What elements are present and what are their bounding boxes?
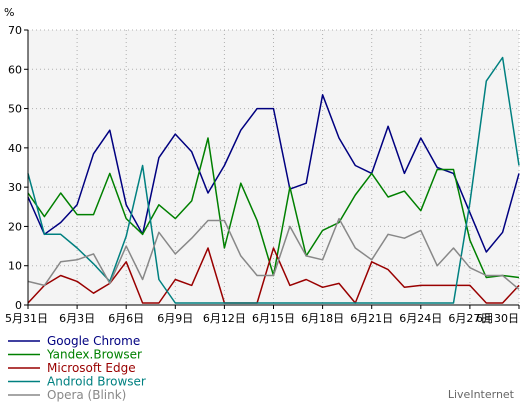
series-lines xyxy=(27,56,520,304)
x-tick-label: 6月27日 xyxy=(448,312,491,325)
y-axis-ticks: 0 10 20 30 40 50 60 70 xyxy=(8,24,28,312)
y-tick-label: 30 xyxy=(8,181,22,194)
legend-label-5: Opera (Blink) xyxy=(47,388,126,402)
y-axis-label: % xyxy=(4,6,14,19)
y-tick-label: 60 xyxy=(8,63,22,76)
series-line-5 xyxy=(27,217,520,290)
y-tick-label: 70 xyxy=(8,24,22,37)
x-tick-label: 6月9日 xyxy=(157,312,193,325)
series-line-1 xyxy=(27,94,520,253)
x-tick-label: 6月21日 xyxy=(350,312,393,325)
legend-label-3: Microsoft Edge xyxy=(47,361,136,375)
x-tick-label: 6月15日 xyxy=(252,312,295,325)
plot-area xyxy=(28,30,519,305)
plot-background xyxy=(28,30,519,305)
x-tick-label: 6月24日 xyxy=(399,312,442,325)
x-axis-ticks: 5月31日 6月3日 6月6日 6月9日 6月12日 6月15日 6月18日 6月21日 6月2… xyxy=(5,305,520,325)
legend-label-2: Yandex.Browser xyxy=(46,348,142,362)
x-tick-label: 5月31日 xyxy=(5,312,48,325)
y-tick-label: 20 xyxy=(8,220,22,233)
y-tick-label: 50 xyxy=(8,103,22,116)
series-line-4 xyxy=(27,56,520,304)
credit-text: LiveInternet xyxy=(448,388,515,401)
x-tick-label: 6月30日 xyxy=(476,312,519,325)
legend-label-1: Google Chrome xyxy=(47,334,140,348)
y-tick-label: 10 xyxy=(8,260,22,273)
x-tick-label: 6月6日 xyxy=(108,312,144,325)
y-tick-label: 0 xyxy=(15,299,22,312)
x-tick-label: 6月3日 xyxy=(59,312,95,325)
y-tick-label: 40 xyxy=(8,142,22,155)
legend-label-4: Android Browser xyxy=(47,375,146,389)
x-tick-label: 6月18日 xyxy=(301,312,344,325)
axes xyxy=(24,30,519,309)
x-tick-label: 6月12日 xyxy=(203,312,246,325)
